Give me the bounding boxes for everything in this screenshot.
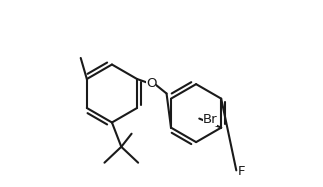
Text: F: F: [238, 165, 246, 178]
Text: O: O: [146, 77, 156, 90]
Text: Br: Br: [203, 113, 217, 126]
